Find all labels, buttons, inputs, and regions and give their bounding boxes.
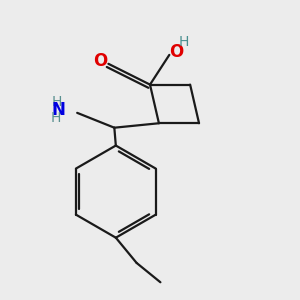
Text: H: H — [51, 111, 61, 125]
Text: H: H — [52, 95, 62, 110]
Text: O: O — [169, 43, 184, 61]
Text: N: N — [52, 101, 66, 119]
Text: O: O — [93, 52, 107, 70]
Text: H: H — [178, 34, 189, 49]
